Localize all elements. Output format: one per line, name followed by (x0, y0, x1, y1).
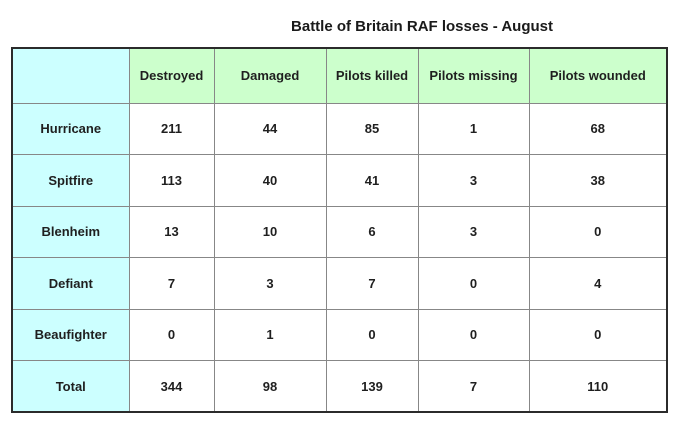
table-cell: 3 (417, 154, 530, 207)
table-row-defiant: Defiant 7 3 7 0 4 (11, 257, 668, 310)
table-cell: 7 (417, 360, 530, 413)
table-cell: 110 (528, 360, 668, 413)
raf-losses-table: Destroyed Damaged Pilots killed Pilots m… (11, 47, 668, 413)
table-row-spitfire: Spitfire 113 40 41 3 38 (11, 154, 668, 207)
table-cell: 0 (325, 308, 419, 361)
table-cell: 344 (128, 360, 215, 413)
table-cell: 1 (417, 102, 530, 155)
table-cell: 3 (213, 257, 327, 310)
header-row: Destroyed Damaged Pilots killed Pilots m… (11, 47, 668, 104)
table-cell: 13 (128, 205, 215, 258)
table-cell: 40 (213, 154, 327, 207)
table-cell: 6 (325, 205, 419, 258)
table-cell: 38 (528, 154, 668, 207)
table-row-blenheim: Blenheim 13 10 6 3 0 (11, 205, 668, 258)
table-row-total: Total 344 98 139 7 110 (11, 360, 668, 413)
table-cell: 7 (128, 257, 215, 310)
row-label-hurricane: Hurricane (11, 102, 130, 155)
row-label-total: Total (11, 360, 130, 413)
table-cell: 85 (325, 102, 419, 155)
column-header-pilots-killed: Pilots killed (325, 47, 419, 104)
table-cell: 3 (417, 205, 530, 258)
table-cell: 0 (128, 308, 215, 361)
row-label-beaufighter: Beaufighter (11, 308, 130, 361)
row-label-blenheim: Blenheim (11, 205, 130, 258)
table-cell: 68 (528, 102, 668, 155)
column-header-damaged: Damaged (213, 47, 327, 104)
corner-cell (11, 47, 130, 104)
table-cell: 7 (325, 257, 419, 310)
table-cell: 113 (128, 154, 215, 207)
table-cell: 211 (128, 102, 215, 155)
table-cell: 139 (325, 360, 419, 413)
row-label-defiant: Defiant (11, 257, 130, 310)
table-cell: 44 (213, 102, 327, 155)
row-label-spitfire: Spitfire (11, 154, 130, 207)
table-cell: 98 (213, 360, 327, 413)
column-header-destroyed: Destroyed (128, 47, 215, 104)
table-cell: 10 (213, 205, 327, 258)
table-cell: 1 (213, 308, 327, 361)
table-row-hurricane: Hurricane 211 44 85 1 68 (11, 102, 668, 155)
table-row-beaufighter: Beaufighter 0 1 0 0 0 (11, 308, 668, 361)
table-cell: 41 (325, 154, 419, 207)
table-cell: 0 (528, 205, 668, 258)
table-cell: 0 (417, 257, 530, 310)
table-cell: 0 (528, 308, 668, 361)
column-header-pilots-missing: Pilots missing (417, 47, 530, 104)
table-cell: 0 (417, 308, 530, 361)
column-header-pilots-wounded: Pilots wounded (528, 47, 668, 104)
page-title: Battle of Britain RAF losses - August (291, 18, 553, 35)
table-cell: 4 (528, 257, 668, 310)
